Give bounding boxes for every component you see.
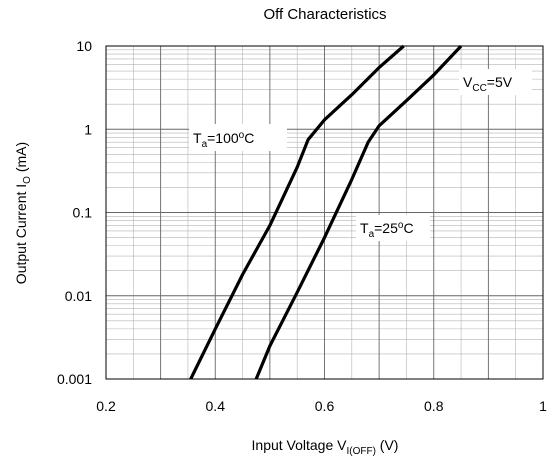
x-axis-label-subscript: I(OFF) [346,446,375,457]
x-tick-labels: 0.2 0.4 0.6 0.8 1 [96,398,547,414]
annotations: Ta=100oC Ta=25oC VCC=5V [189,69,532,241]
x-tick-label: 0.2 [96,398,116,414]
y-tick-label: 0.001 [57,371,92,387]
y-tick-label: 0.01 [65,288,92,304]
plot-frame [105,45,544,380]
y-tick-label: 1 [84,121,92,137]
annotation-background [356,215,430,241]
annotation-background [459,69,532,95]
x-tick-label: 0.8 [424,398,444,414]
x-axis-label: Input Voltage VI(OFF) (V) [252,437,399,457]
annotation-ta-25c: Ta=25oC [360,220,414,240]
y-axis-label: Output Current IO (mA) [13,142,33,284]
annotation-background [189,124,287,151]
x-axis-label-unit: (V) [376,437,399,453]
annotation-ta-100c: Ta=100oC [193,130,254,150]
y-tick-labels: 10 1 0.1 0.01 0.001 [57,38,92,387]
y-axis-label-unit: (mA) [13,142,29,176]
y-axis-label-main: Output Current I [13,184,29,284]
y-tick-label: 0.1 [73,205,93,221]
series-line-ta-25c [254,44,463,380]
x-tick-label: 1 [539,398,547,414]
y-axis-label-subscript: O [22,176,33,184]
annotation-vcc-5v: VCC=5V [463,74,513,94]
chart-title: Off Characteristics [263,6,386,23]
x-axis-label-main: Input Voltage V [252,437,348,453]
x-tick-label: 0.6 [315,398,335,414]
x-tick-label: 0.4 [206,398,226,414]
y-tick-label: 10 [76,38,92,54]
series-line-ta-100c [189,44,405,380]
series-layer [189,44,463,380]
